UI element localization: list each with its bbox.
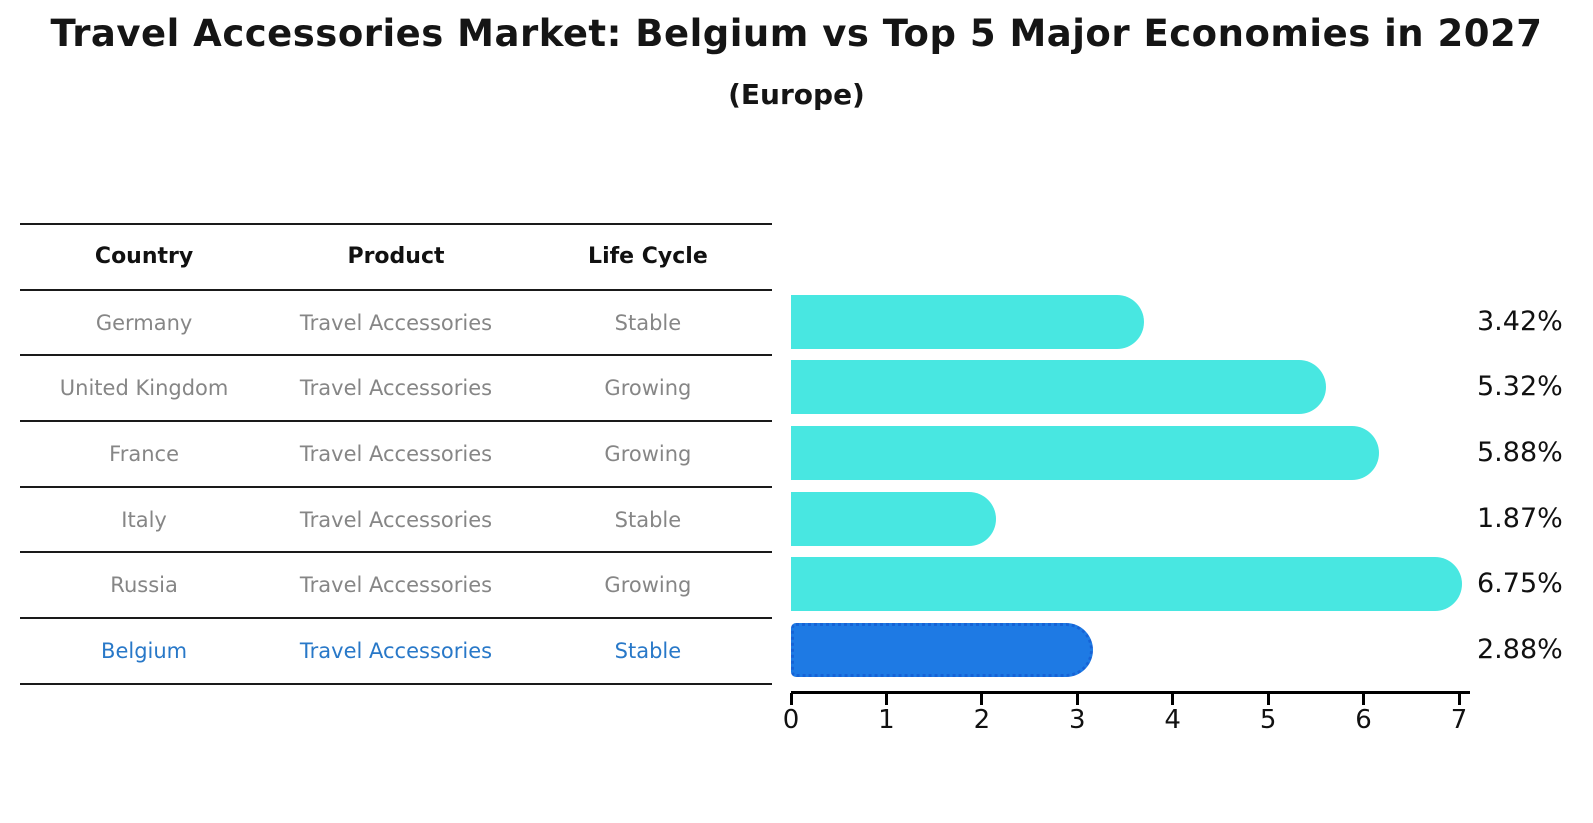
table-row-russia: Russia Travel Accessories Growing — [20, 553, 772, 620]
x-tick — [1171, 693, 1175, 705]
table-row-united-kingdom: United Kingdom Travel Accessories Growing — [20, 356, 772, 423]
x-tick-label: 0 — [782, 705, 800, 735]
table-row-belgium: Belgium Travel Accessories Stable — [20, 619, 772, 685]
cell-product: Travel Accessories — [299, 573, 493, 598]
x-tick — [980, 693, 984, 705]
column-header-life-cycle: Life Cycle — [588, 244, 708, 270]
cell-country: Belgium — [101, 638, 188, 663]
cell-country: Germany — [95, 310, 193, 335]
bar-russia — [791, 557, 1463, 612]
table-row-germany: Germany Travel Accessories Stable — [20, 291, 772, 357]
bar-germany — [791, 294, 1145, 349]
x-tick-label: 5 — [1259, 705, 1277, 735]
x-tick — [789, 693, 793, 705]
cell-country: Russia — [110, 573, 178, 598]
table-body: Germany Travel Accessories Stable United Ki… — [20, 291, 772, 685]
column-header-country: Country — [94, 244, 194, 270]
x-tick-label: 4 — [1164, 705, 1181, 735]
x-tick-label: 6 — [1355, 705, 1372, 735]
bar-united-kingdom — [791, 360, 1326, 415]
cell-life-cycle: Stable — [614, 638, 682, 663]
value-label-belgium: 2.88% — [1477, 634, 1563, 666]
value-label-germany: 3.42% — [1477, 305, 1563, 337]
value-label-france: 5.88% — [1477, 437, 1563, 469]
x-tick — [1362, 693, 1366, 705]
value-label-italy: 1.87% — [1477, 502, 1563, 534]
x-tick — [1266, 693, 1270, 705]
bar-france — [791, 426, 1380, 481]
bar-belgium — [791, 623, 1093, 678]
x-tick-label: 3 — [1069, 705, 1086, 735]
x-tick — [884, 693, 888, 705]
cell-life-cycle: Growing — [604, 573, 692, 598]
value-label-russia: 6.75% — [1477, 568, 1563, 600]
bar-italy — [791, 491, 997, 546]
x-tick-label: 1 — [878, 705, 895, 735]
cell-life-cycle: Growing — [604, 441, 692, 466]
cell-product: Travel Accessories — [299, 507, 493, 532]
cell-product: Travel Accessories — [299, 441, 493, 466]
cell-life-cycle: Stable — [614, 507, 682, 532]
comparison-table: Country Product Life Cycle Germany Travel… — [20, 223, 772, 685]
page-subtitle: (Europe) — [728, 78, 865, 111]
page-title: Travel Accessories Market: Belgium vs To… — [50, 12, 1543, 55]
cell-country: Italy — [121, 507, 167, 532]
cell-country: France — [109, 441, 179, 466]
cell-country: United Kingdom — [59, 376, 229, 401]
value-label-united-kingdom: 5.32% — [1477, 371, 1563, 403]
x-tick — [1075, 693, 1079, 705]
x-tick-label: 2 — [973, 705, 991, 735]
x-tick-label: 7 — [1450, 705, 1468, 735]
column-header-product: Product — [347, 244, 445, 270]
x-axis — [791, 691, 1470, 694]
table-row-italy: Italy Travel Accessories Stable — [20, 488, 772, 554]
cell-product: Travel Accessories — [299, 638, 493, 663]
cell-product: Travel Accessories — [299, 310, 493, 335]
x-tick — [1457, 693, 1461, 705]
cell-life-cycle: Growing — [604, 376, 692, 401]
cell-life-cycle: Stable — [614, 310, 682, 335]
table-header-row: Country Product Life Cycle — [20, 225, 772, 291]
table-row-france: France Travel Accessories Growing — [20, 422, 772, 488]
cell-product: Travel Accessories — [299, 376, 493, 401]
